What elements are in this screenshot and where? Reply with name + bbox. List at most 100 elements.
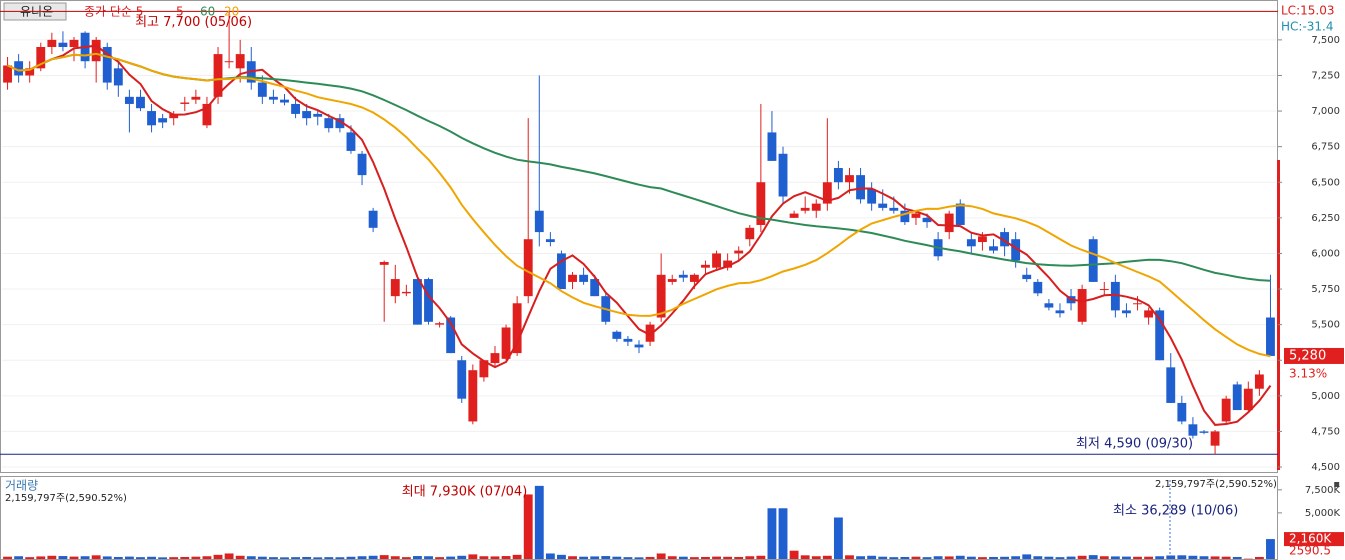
volume-bar (147, 556, 156, 559)
volume-bar (202, 556, 212, 559)
candle-body (136, 96, 145, 109)
volume-bar (224, 553, 234, 559)
volume-bar (346, 556, 356, 559)
candle-body (1166, 367, 1176, 403)
volume-bar (136, 557, 145, 559)
volume-bar (634, 557, 644, 559)
candle-body (446, 317, 456, 354)
candle-body (634, 344, 644, 348)
volume-bar (1055, 557, 1065, 559)
volume-bar (767, 508, 777, 559)
y-tick-label: 7,500 (1311, 35, 1340, 46)
volume-bar (778, 508, 788, 559)
volume-bar (113, 556, 123, 559)
volume-bar (712, 556, 721, 559)
volume-bar (1199, 556, 1209, 559)
candle-body (113, 68, 123, 86)
volume-bar (501, 556, 511, 559)
vol-last: 2,160K (1289, 532, 1332, 546)
y-tick-label: 7,000 (1311, 106, 1340, 117)
volume-bar (368, 555, 378, 559)
candle-body (833, 168, 843, 183)
volume-bar (446, 556, 456, 559)
volume-bar (1243, 558, 1253, 560)
volume-bar (900, 556, 910, 559)
volume-bar (36, 556, 46, 559)
volume-bar (457, 555, 467, 559)
volume-bar (667, 556, 677, 559)
volume-bar (268, 557, 278, 559)
candle-body (291, 103, 301, 114)
volume-bar (889, 557, 899, 559)
volume-bar (335, 557, 345, 559)
hc: HC:-31.4 (1281, 20, 1334, 34)
candle-body (479, 360, 489, 378)
candle-body (545, 239, 555, 243)
volume-bar (745, 556, 755, 559)
candle-body (224, 61, 234, 63)
ma-period: 20 (224, 5, 239, 19)
candle-body (180, 102, 190, 104)
candle-body (147, 111, 156, 126)
volume-bar (1066, 556, 1076, 559)
volume-bar (1144, 556, 1154, 559)
volume-bar (1088, 555, 1098, 559)
candle-body (822, 182, 832, 204)
volume-bar (1011, 556, 1021, 559)
volume-bar (1232, 556, 1242, 559)
candle-body (313, 113, 323, 117)
volume-bar (1099, 556, 1109, 559)
candle-body (36, 46, 46, 69)
volume-bar (1188, 555, 1198, 559)
volume-bar (213, 554, 223, 559)
volume-bar (47, 555, 57, 559)
candle-body (1022, 274, 1032, 280)
y-tick-label: 5,750 (1311, 284, 1340, 295)
candle-body (1000, 232, 1010, 247)
volume-bar (291, 557, 301, 559)
candle-body (789, 213, 799, 218)
candle-body (911, 213, 921, 218)
volume-bar (490, 556, 500, 559)
volume-info-right: ▪ (1333, 479, 1340, 490)
candle-body (1088, 239, 1098, 282)
candle-body (357, 153, 367, 176)
volume-bar (656, 553, 666, 559)
candle-body (435, 323, 445, 325)
candle-body (468, 370, 478, 422)
candle-body (335, 118, 345, 129)
volume-bar (390, 556, 400, 559)
y-tick-label: 4,500 (1311, 462, 1340, 473)
side-indicator (1277, 160, 1280, 470)
volume-title: 거래량 (5, 479, 38, 493)
volume-bar (357, 556, 367, 559)
volume-bar (1166, 555, 1176, 559)
candle-body (213, 54, 223, 97)
candle-body (989, 246, 998, 251)
candle-body (1122, 310, 1131, 314)
volume-bar (989, 556, 998, 559)
volume-bar (1122, 556, 1131, 559)
candle-body (811, 203, 821, 211)
candle-body (1033, 281, 1043, 294)
high-label: 최고 7,700 (05/06) (135, 15, 252, 30)
candle-body (590, 279, 600, 297)
last-price: 5,280 (1289, 348, 1326, 363)
volume-bar (944, 556, 954, 559)
candle-body (756, 182, 766, 225)
y-tick-label: 5,500 (1311, 320, 1340, 331)
candle-body (1221, 398, 1231, 422)
volume-bar (701, 556, 710, 559)
candle-body (867, 189, 877, 204)
candle-body (1099, 289, 1109, 291)
volume-bar (158, 557, 168, 559)
volume-bar (867, 555, 877, 559)
candle-body (202, 103, 212, 126)
volume-bar (1266, 539, 1275, 559)
volume-bar (966, 556, 976, 559)
candle-body (1210, 431, 1220, 446)
volume-bar (845, 555, 854, 559)
candle-body (501, 327, 511, 359)
candle-body (158, 118, 168, 123)
